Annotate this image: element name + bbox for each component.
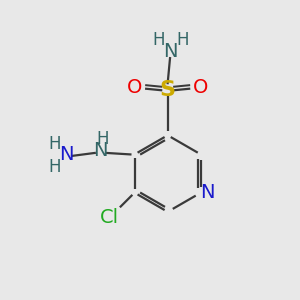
Text: Cl: Cl (100, 208, 119, 226)
Text: O: O (193, 78, 208, 97)
Text: H: H (153, 32, 165, 50)
Text: H: H (96, 130, 108, 148)
Text: H: H (176, 32, 189, 50)
Text: S: S (160, 80, 176, 100)
Text: N: N (59, 145, 74, 164)
Text: H: H (48, 134, 61, 152)
Text: N: N (200, 183, 214, 202)
Text: N: N (93, 141, 108, 160)
Text: O: O (127, 78, 142, 97)
Text: H: H (48, 158, 61, 176)
Text: N: N (163, 42, 177, 61)
